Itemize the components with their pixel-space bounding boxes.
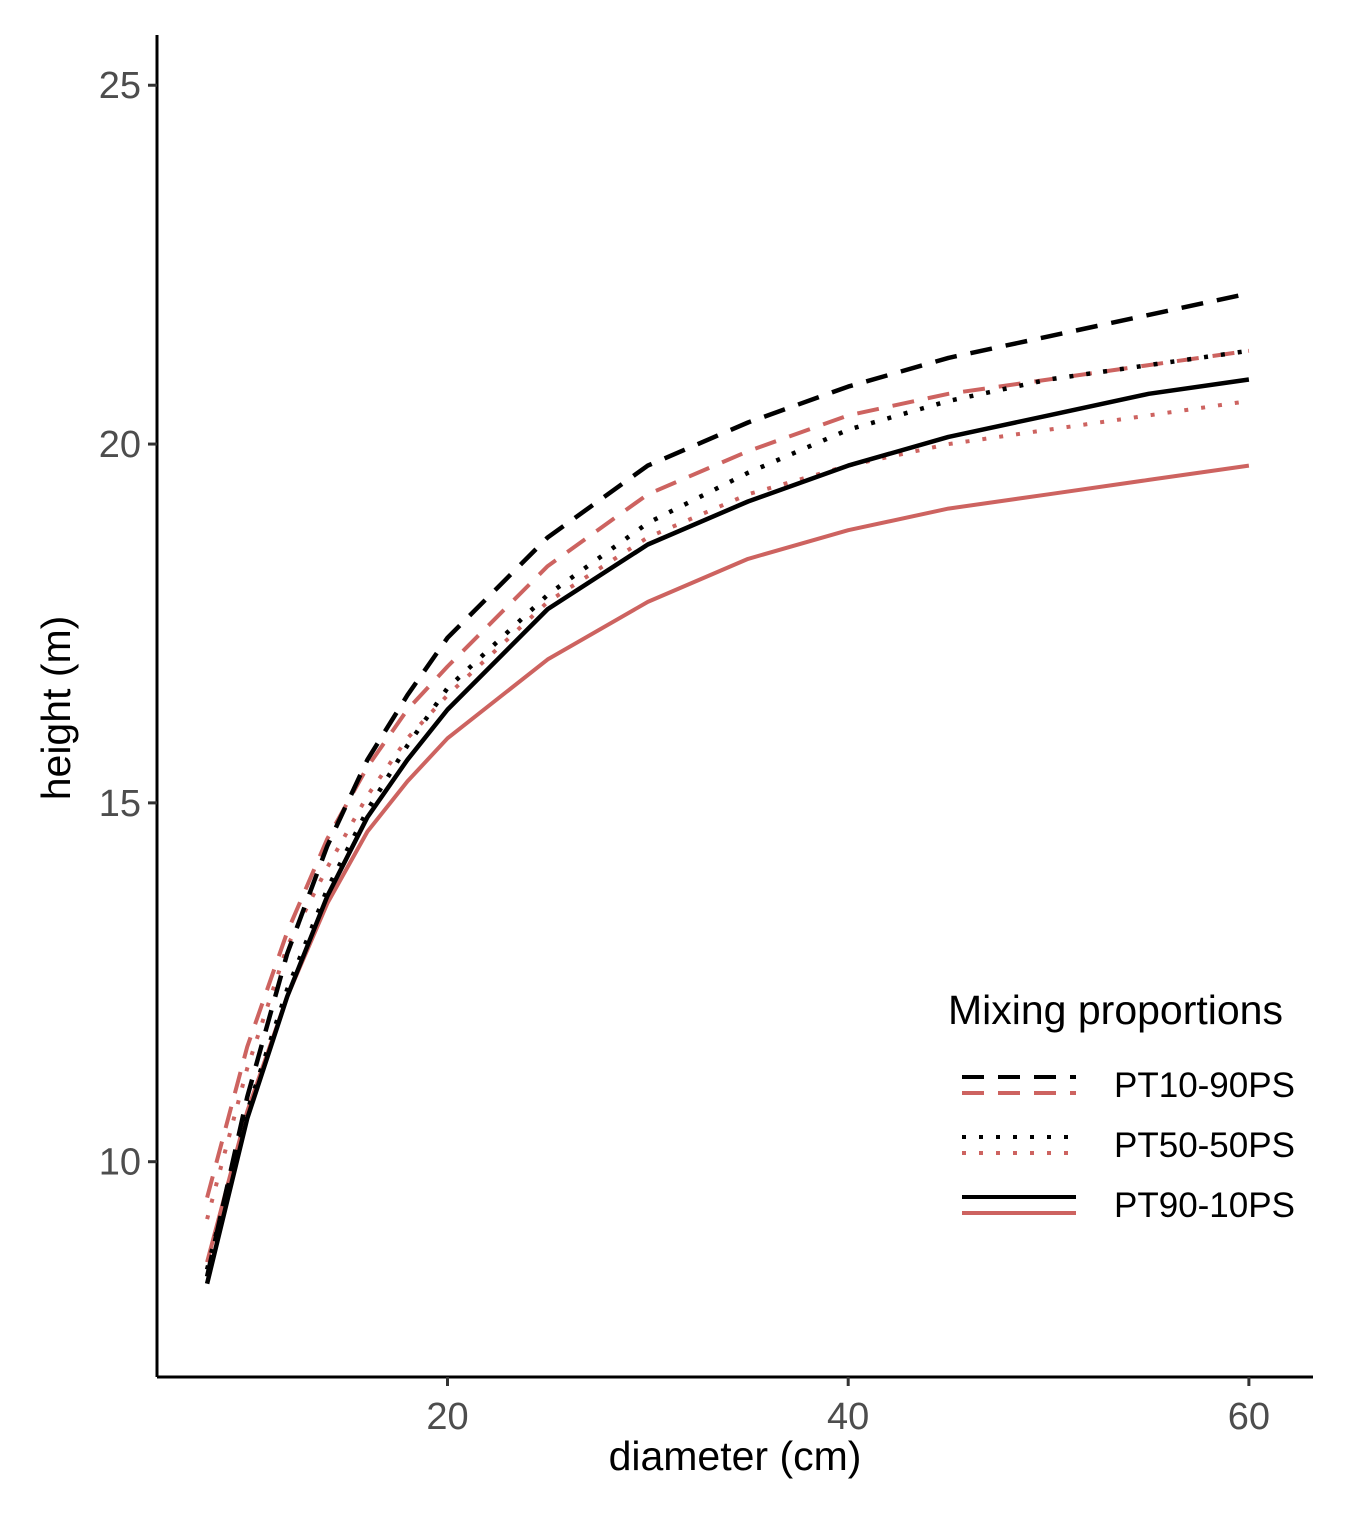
y-tick-label: 25 (99, 65, 141, 107)
series-line-pt90-10ps-red (205, 463, 1250, 1263)
y-tick-label: 15 (99, 783, 141, 825)
x-tick-label: 40 (827, 1396, 869, 1438)
y-axis-title: height (m) (33, 616, 79, 801)
series-line-pt50-50ps-red (205, 399, 1250, 1220)
legend-label: PT90-10PS (1114, 1186, 1295, 1225)
legend-label: PT50-50PS (1114, 1126, 1295, 1165)
legend-title: Mixing proportions (948, 987, 1283, 1033)
x-axis-title: diameter (cm) (609, 1433, 862, 1479)
plot-area (204, 291, 1250, 1285)
x-axis: 20 40 60 (426, 1377, 1270, 1438)
y-tick-label: 10 (99, 1142, 141, 1184)
series-line-pt90-10ps-black (204, 377, 1250, 1285)
x-tick-label: 20 (426, 1396, 468, 1438)
y-axis: 10 15 20 25 (99, 65, 157, 1184)
y-tick-label: 20 (99, 424, 141, 466)
legend-label: PT10-90PS (1114, 1066, 1295, 1105)
x-tick-label: 60 (1228, 1396, 1270, 1438)
series-line-pt10-90ps-black (204, 291, 1250, 1277)
legend: Mixing proportions PT10-90PS PT50-50PS PT9… (948, 987, 1295, 1225)
series-line-pt10-90ps-red (205, 348, 1250, 1199)
